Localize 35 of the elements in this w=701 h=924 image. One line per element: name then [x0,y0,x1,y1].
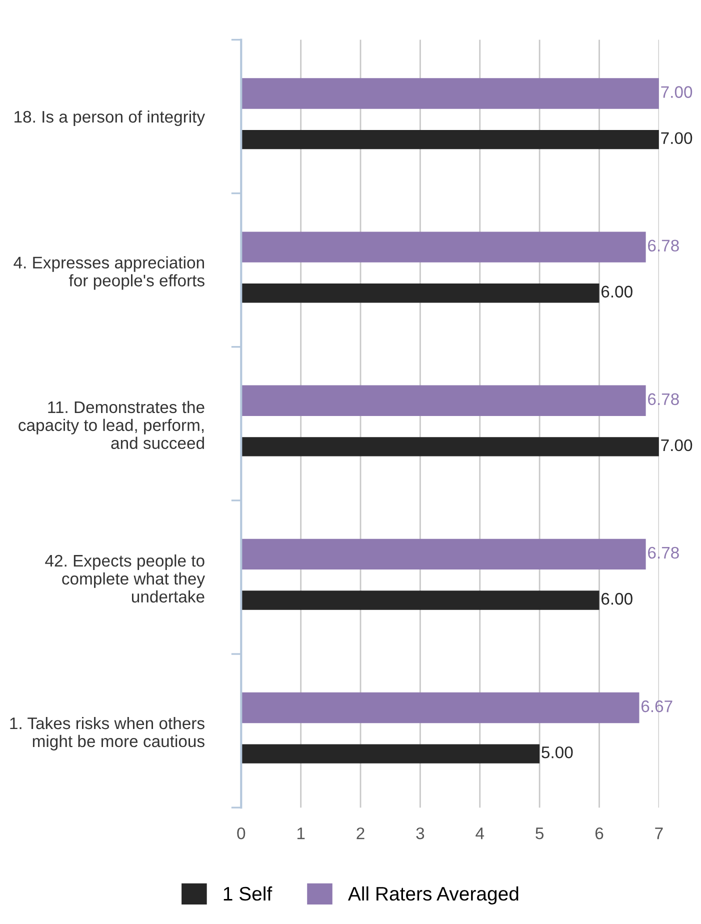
bar [241,130,659,150]
bar [241,437,659,456]
x-tick-label: 7 [655,828,663,840]
data-label: 5.00 [542,746,573,758]
y-tick-label: 18. Is a person of integrity [14,110,206,126]
data-label: 6.78 [648,240,679,252]
x-tick-label: 6 [595,827,604,840]
x-tick-label: 5 [536,828,544,840]
bar [241,538,646,570]
y-tick-label: 1. Takes risks when others might be more cautious [10,716,204,750]
y-tick-label: 42. Expects people to complete what they undertake [45,554,206,603]
data-label: 6.78 [648,546,679,559]
data-label: 6.78 [648,393,679,406]
x-tick-label: 2 [356,827,364,840]
data-label: 6.67 [641,700,672,712]
legend-label: 1 Self [224,886,272,901]
data-label: 6.00 [601,592,632,605]
legend-label: All Raters Averaged [348,886,518,905]
y-tick-label: 11. Demonstrates the capacity to lead, perform, and succeed [18,400,204,450]
bar [241,590,600,610]
bar [241,692,640,724]
bar [241,385,646,416]
x-tick-label: 3 [416,827,424,840]
data-label: 7.00 [661,132,692,144]
x-tick-label: 4 [476,828,484,840]
data-label: 6.00 [601,286,632,298]
x-tick-label: 0 [237,827,246,840]
bar [241,284,600,303]
data-label: 7.00 [661,439,692,452]
y-tick-label: 4. Expresses appreciation for people's efforts [14,256,204,290]
bar [241,744,540,764]
bar [241,78,659,109]
x-tick-label: 1 [297,828,305,840]
data-label: 7.00 [661,86,692,98]
bar [241,232,646,262]
